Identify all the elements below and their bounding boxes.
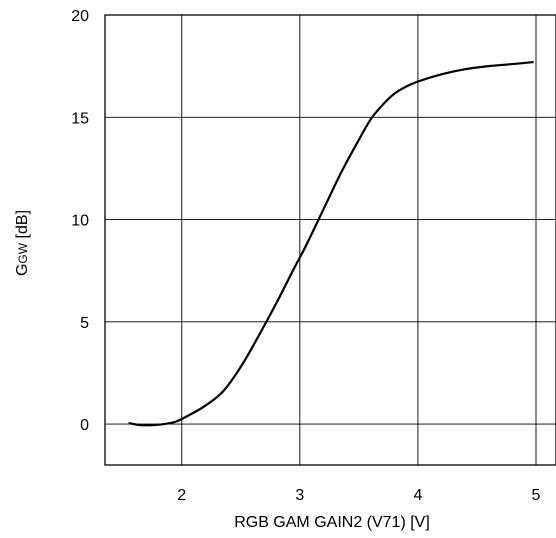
y-axis-label: GGW [dB]	[14, 210, 31, 276]
y-axis-label-main: G	[14, 264, 31, 276]
x-tick-label: 2	[177, 487, 186, 504]
plot-frame	[104, 14, 556, 466]
grid	[105, 15, 556, 465]
x-tick-label: 5	[532, 487, 541, 504]
y-tick-label: 10	[71, 213, 89, 230]
y-axis-label-unit: [dB]	[14, 210, 31, 243]
x-axis-label: RGB GAM GAIN2 (V71) [V]	[234, 514, 430, 531]
x-tick-label: 4	[413, 487, 422, 504]
x-tick-label: 3	[295, 487, 304, 504]
y-tick-label: 0	[80, 417, 89, 434]
y-tick-label: 5	[80, 315, 89, 332]
y-tick-labels: 0 5 10 15 20	[71, 8, 89, 434]
y-tick-label: 20	[71, 8, 89, 25]
series-line	[128, 60, 534, 427]
y-tick-label: 15	[71, 110, 89, 127]
y-axis-label-subscript: GW	[16, 242, 30, 263]
x-tick-labels: 2 3 4 5	[177, 487, 540, 504]
